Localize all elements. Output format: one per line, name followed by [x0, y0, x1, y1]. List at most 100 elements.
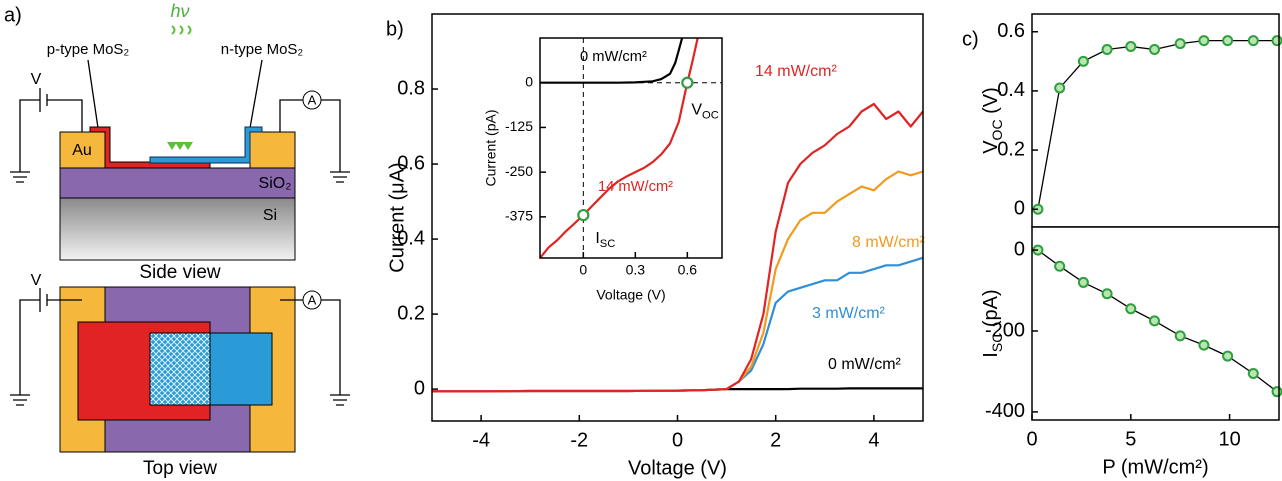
data-line — [432, 102, 924, 393]
axes-frame — [1031, 226, 1280, 421]
y-tick-label: 0.4 — [997, 79, 1025, 101]
data-point — [1149, 315, 1161, 327]
wire — [279, 99, 341, 172]
light-label: hν — [170, 1, 189, 21]
wire — [19, 99, 83, 172]
data-point — [1222, 35, 1234, 47]
data-point — [1101, 44, 1113, 55]
light-arrowhead — [183, 142, 193, 150]
light-wave — [179, 25, 184, 35]
top-view: V A Top view — [10, 272, 350, 479]
y-tick-label: 0.4 — [397, 227, 425, 249]
legend-label: 0 mW/cm² — [828, 356, 902, 373]
data-point — [1222, 350, 1234, 362]
side-view: a) hν p-type MoS₂ n-type MoS₂ Au SiO₂ Si… — [4, 1, 350, 283]
p-type-layer — [89, 126, 211, 169]
x-tick-label: 0 — [1026, 428, 1037, 450]
y-axis-label-main: I — [980, 352, 1002, 358]
y-tick-label: 0.6 — [397, 152, 425, 174]
light-wave — [171, 25, 176, 35]
data-point — [1077, 276, 1089, 288]
data-point — [1247, 367, 1259, 379]
x-axis-label: Voltage (V) — [628, 457, 727, 479]
overlap-region — [149, 332, 211, 406]
sio2-label: SiO₂ — [259, 175, 292, 192]
data-point — [1198, 339, 1210, 351]
top-view-label: Top view — [143, 458, 217, 479]
plot-area — [540, 38, 722, 258]
y-tick-label: -125 — [505, 118, 533, 134]
y-axis-label: VOC (V) — [980, 87, 1004, 154]
data-point — [1125, 41, 1137, 53]
wire — [19, 299, 82, 395]
pointer — [87, 59, 99, 129]
ammeter-label: A — [308, 92, 317, 107]
light-arrowhead — [175, 142, 185, 150]
ammeter — [302, 90, 322, 110]
y-tick-label: 0.6 — [997, 20, 1025, 42]
ground — [10, 394, 30, 406]
key-point-label: VOC — [691, 102, 718, 122]
y-axis-label-sub: SC — [989, 333, 1005, 352]
y-tick-label: 0 — [1014, 198, 1025, 220]
light-arrowhead — [167, 142, 177, 150]
au-label: Au — [72, 142, 92, 159]
key-point-label-sub: OC — [702, 109, 719, 121]
data-point — [1101, 288, 1113, 300]
data-point — [1125, 303, 1137, 315]
n-type-layer — [149, 126, 263, 164]
y-axis-label: Current (μA) — [386, 162, 408, 272]
legend-label: 3 mW/cm² — [812, 305, 886, 322]
key-point-label-main: I — [595, 230, 599, 247]
y-tick-label: 0.2 — [997, 138, 1025, 160]
x-tick-label: 10 — [1218, 428, 1240, 450]
panel-label: c) — [962, 28, 979, 50]
y-tick-label: -200 — [985, 319, 1025, 341]
x-tick-label: 0 — [579, 262, 587, 278]
y-axis-label-main: V — [980, 140, 1002, 154]
x-axis-label: Voltage (V) — [596, 287, 665, 303]
x-tick-label: 2 — [770, 429, 781, 451]
x-tick-label: 0.6 — [678, 262, 698, 278]
light-wave — [187, 25, 192, 35]
au-right — [249, 131, 296, 169]
ground — [330, 394, 350, 406]
legend-label: 0 mW/cm² — [580, 49, 647, 65]
data-point — [1174, 38, 1186, 50]
key-point-label-sub: SC — [600, 238, 616, 250]
si-substrate — [59, 197, 296, 261]
data-point — [1271, 386, 1282, 398]
si-label: Si — [263, 207, 277, 224]
side-view-label: Side view — [139, 262, 221, 283]
data-point — [1198, 35, 1210, 47]
y-axis-label: Current (pA) — [483, 109, 499, 186]
legend-label: 8 mW/cm² — [852, 234, 926, 251]
p-type-label: p-type MoS₂ — [47, 41, 130, 58]
data-point — [1054, 260, 1066, 272]
x-tick-label: 0.3 — [626, 262, 646, 278]
sio2-layer — [59, 167, 296, 199]
y-axis-label: ISC (pA) — [980, 289, 1004, 357]
data-point — [1149, 44, 1161, 55]
voltage-label: V — [31, 71, 42, 88]
ammeter-label: A — [308, 292, 317, 307]
ground — [10, 171, 30, 183]
wire — [280, 299, 341, 395]
y-axis-label-sub: OC — [989, 119, 1005, 140]
key-point — [577, 208, 590, 222]
data-point — [1054, 82, 1066, 94]
y-tick-label: 0 — [1014, 238, 1025, 260]
axes-frame — [539, 37, 723, 259]
y-tick-label: -375 — [505, 208, 533, 224]
y-tick-label: 0.8 — [397, 77, 425, 99]
y-axis-label-unit: (pA) — [980, 289, 1002, 332]
y-axis-label-unit: (V) — [980, 87, 1002, 119]
x-tick-label: -4 — [472, 429, 490, 451]
ammeter — [302, 290, 322, 310]
au-left — [59, 131, 106, 169]
data-point — [1271, 35, 1282, 47]
y-tick-label: -250 — [505, 163, 533, 179]
pointer — [249, 59, 263, 129]
